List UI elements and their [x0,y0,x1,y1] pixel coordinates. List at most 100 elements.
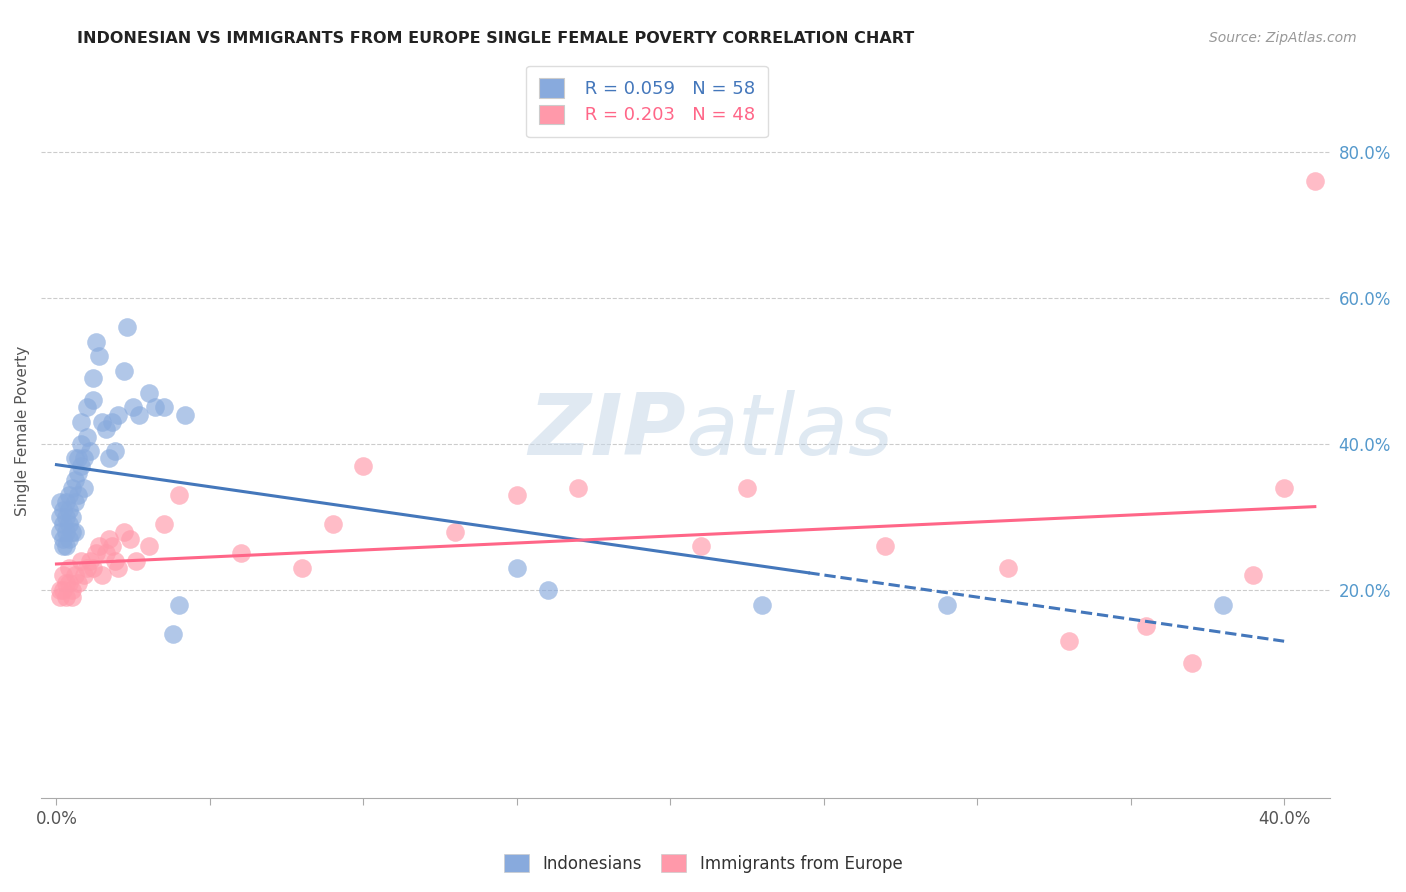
Point [107,408,129,422]
Point [73,568,96,582]
Point [506,488,529,502]
Point [82,371,104,385]
Point [58,502,80,516]
Point [52,502,75,516]
Point [52,539,75,553]
Point [86,546,108,560]
Point [1241,568,1264,582]
Point [115,320,138,334]
Point [58,561,80,575]
Point [143,401,166,415]
Point [1135,619,1157,633]
Point [58,517,80,532]
Point [100,415,122,429]
Point [63,495,86,509]
Point [1059,634,1081,648]
Point [73,481,96,495]
Point [55,575,77,590]
Point [58,532,80,546]
Point [112,524,135,539]
Point [60,481,83,495]
Point [444,524,467,539]
Point [690,539,713,553]
Point [55,510,77,524]
Point [52,517,75,532]
Point [104,554,127,568]
Point [55,591,77,605]
Point [55,539,77,553]
Point [79,444,101,458]
Point [48,591,70,605]
Point [55,495,77,509]
Point [60,582,83,597]
Point [935,598,957,612]
Point [104,444,127,458]
Point [70,437,93,451]
Point [76,401,98,415]
Point [48,510,70,524]
Point [66,466,89,480]
Point [76,429,98,443]
Point [63,524,86,539]
Point [875,539,897,553]
Point [82,392,104,407]
Point [60,524,83,539]
Point [58,575,80,590]
Point [48,524,70,539]
Point [97,451,120,466]
Point [76,561,98,575]
Point [58,488,80,502]
Point [162,627,184,641]
Text: atlas: atlas [686,390,894,473]
Point [751,598,773,612]
Point [153,517,176,532]
Point [79,554,101,568]
Point [1272,481,1295,495]
Point [997,561,1019,575]
Point [229,546,252,560]
Point [70,415,93,429]
Point [138,385,160,400]
Point [1303,174,1326,188]
Legend:  R = 0.059   N = 58,  R = 0.203   N = 48: R = 0.059 N = 58, R = 0.203 N = 48 [526,66,768,137]
Text: Source: ZipAtlas.com: Source: ZipAtlas.com [1209,31,1357,45]
Text: ZIP: ZIP [529,390,686,473]
Point [112,364,135,378]
Point [82,561,104,575]
Point [167,598,190,612]
Point [1212,598,1234,612]
Point [91,415,114,429]
Point [66,451,89,466]
Point [97,532,120,546]
Legend: Indonesians, Immigrants from Europe: Indonesians, Immigrants from Europe [496,847,910,880]
Point [70,458,93,473]
Point [153,401,176,415]
Point [48,495,70,509]
Point [66,575,89,590]
Point [60,510,83,524]
Point [60,591,83,605]
Point [63,474,86,488]
Point [506,561,529,575]
Point [291,561,314,575]
Point [63,568,86,582]
Point [322,517,344,532]
Point [735,481,758,495]
Text: INDONESIAN VS IMMIGRANTS FROM EUROPE SINGLE FEMALE POVERTY CORRELATION CHART: INDONESIAN VS IMMIGRANTS FROM EUROPE SIN… [77,31,914,46]
Point [352,458,374,473]
Point [122,401,145,415]
Point [66,488,89,502]
Point [91,568,114,582]
Point [52,568,75,582]
Point [94,422,117,436]
Point [63,451,86,466]
Point [86,334,108,349]
Point [174,408,197,422]
Point [100,539,122,553]
Point [1181,656,1204,670]
Point [107,561,129,575]
Point [128,408,150,422]
Point [89,539,111,553]
Point [94,546,117,560]
Point [52,582,75,597]
